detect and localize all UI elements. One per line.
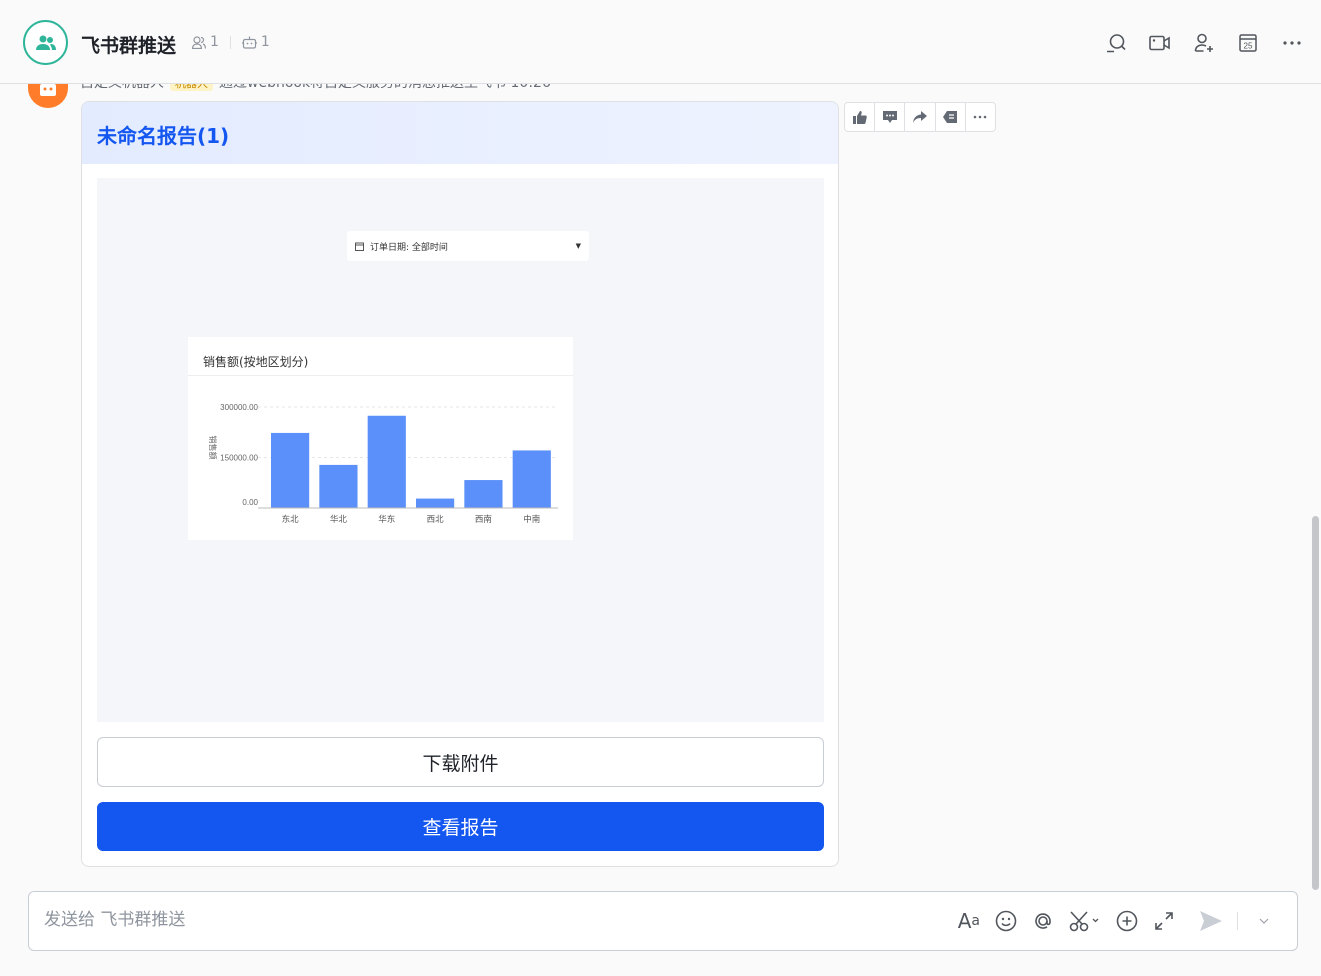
divider bbox=[1237, 912, 1238, 930]
message-actions bbox=[844, 102, 996, 132]
more-icon[interactable] bbox=[966, 103, 995, 131]
bot-count[interactable]: 1 bbox=[260, 34, 270, 50]
date-filter[interactable]: 订单日期: 全部时间 ▼ bbox=[347, 231, 589, 261]
divider bbox=[229, 35, 231, 49]
y-tick-label: 300000.00 bbox=[220, 403, 258, 412]
mention-icon[interactable] bbox=[1032, 909, 1054, 933]
chart-title: 销售额(按地区划分) bbox=[188, 337, 573, 376]
y-tick-label: 150000.00 bbox=[220, 454, 258, 463]
reply-icon[interactable] bbox=[875, 103, 906, 131]
x-tick-label: 华北 bbox=[330, 514, 348, 525]
y-axis-label: 销售额 bbox=[208, 436, 218, 460]
video-call-icon[interactable] bbox=[1149, 32, 1171, 54]
expand-icon[interactable] bbox=[1153, 909, 1175, 933]
bar-华东 bbox=[367, 415, 406, 508]
bar-西南 bbox=[464, 480, 503, 508]
bar-西北 bbox=[416, 498, 455, 508]
chat-header: 飞书群推送 1 1 25 bbox=[0, 0, 1321, 84]
search-icon[interactable] bbox=[1105, 32, 1127, 54]
caret-down-icon: ▼ bbox=[575, 242, 581, 250]
group-icon bbox=[35, 35, 56, 50]
message-card: 未命名报告(1) 订单日期: 全部时间 ▼ 销售额(按地区划分) 0.00 150… bbox=[81, 101, 839, 867]
send-options-icon[interactable] bbox=[1253, 909, 1275, 933]
view-report-button[interactable]: 查看报告 bbox=[97, 802, 824, 851]
emoji-icon[interactable] bbox=[995, 909, 1017, 933]
group-avatar[interactable] bbox=[23, 20, 68, 65]
x-tick-label: 西北 bbox=[427, 515, 445, 525]
send-icon[interactable] bbox=[1200, 909, 1222, 933]
card-title: 未命名报告(1) bbox=[82, 102, 838, 164]
x-tick-label: 中南 bbox=[523, 514, 540, 525]
x-tick-label: 华东 bbox=[378, 514, 395, 525]
chat-title[interactable]: 飞书群推送 bbox=[81, 35, 177, 57]
report-preview[interactable]: 订单日期: 全部时间 ▼ 销售额(按地区划分) 0.00 150000.00 300… bbox=[97, 178, 824, 722]
add-member-icon[interactable] bbox=[1193, 32, 1215, 54]
member-count[interactable]: 1 bbox=[210, 34, 219, 50]
screenshot-icon[interactable] bbox=[1069, 909, 1101, 933]
calendar-icon bbox=[355, 242, 364, 251]
add-icon[interactable] bbox=[1116, 909, 1138, 933]
calendar-icon[interactable]: 25 bbox=[1237, 32, 1259, 54]
bar-东北 bbox=[271, 432, 310, 508]
x-tick-label: 西南 bbox=[475, 514, 492, 525]
more-icon[interactable] bbox=[1281, 32, 1303, 54]
message-input[interactable] bbox=[44, 910, 644, 930]
download-attachment-button[interactable]: 下载附件 bbox=[97, 737, 824, 787]
scrollbar[interactable] bbox=[1312, 516, 1319, 890]
chart-panel: 销售额(按地区划分) 0.00 150000.00 300000.00 销售额东北 华北… bbox=[188, 337, 573, 540]
thumbs-up-icon[interactable] bbox=[845, 103, 876, 131]
svg-text:25: 25 bbox=[1244, 42, 1253, 51]
members-icon bbox=[192, 35, 206, 49]
bar-中南 bbox=[512, 450, 551, 508]
bar-华北 bbox=[319, 464, 358, 508]
bot-icon bbox=[241, 36, 257, 49]
robot-icon bbox=[40, 84, 56, 96]
x-tick-label: 东北 bbox=[282, 514, 300, 525]
filter-label: 订单日期: 全部时间 bbox=[370, 242, 448, 253]
y-tick-label: 0.00 bbox=[242, 498, 258, 507]
unread-icon[interactable] bbox=[936, 103, 966, 131]
forward-icon[interactable] bbox=[905, 103, 936, 131]
message-composer: Aa bbox=[28, 891, 1298, 951]
